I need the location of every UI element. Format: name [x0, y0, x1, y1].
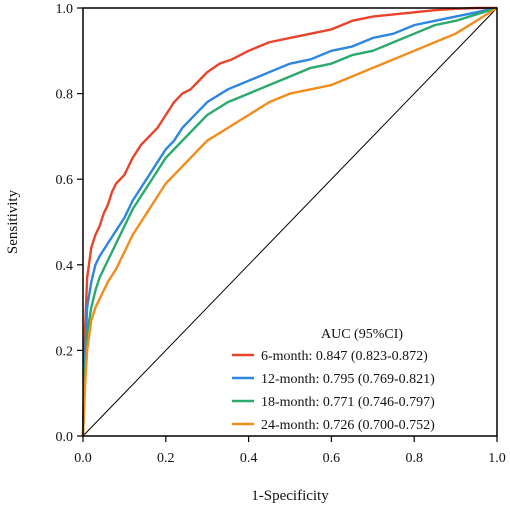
legend-title: AUC (95%CI): [321, 327, 403, 342]
x-tick-label: 0.4: [240, 451, 258, 466]
x-tick-label: 0.0: [74, 451, 92, 466]
plot-layer: [81, 6, 498, 437]
roc-series-line-1: [81, 6, 497, 437]
x-axis-label: 1-Specificity: [251, 488, 329, 504]
legend-entry-2: 12-month: 0.795 (0.769-0.821): [261, 372, 435, 387]
roc-series-line-2: [81, 6, 498, 437]
y-tick-label: 0.8: [56, 88, 74, 103]
legend-entry-4: 24-month: 0.726 (0.700-0.752): [261, 418, 435, 433]
x-tick-label: 0.6: [323, 451, 341, 466]
legend: AUC (95%CI) 6-month: 0.847 (0.823-0.872)…: [232, 327, 435, 433]
y-axis-label: Sensitivity: [5, 189, 21, 254]
y-tick-label: 1.0: [56, 2, 74, 17]
reference-diagonal-line: [82, 7, 498, 437]
roc-series-line-4: [81, 6, 498, 437]
axes-layer: 0.00.0 0.2 0.2 0.4 0.4 0.6 0.6 0.8 0.8 1.0 1.0: [56, 2, 506, 466]
y-tick-label: 0.6: [56, 173, 74, 188]
x-tick-label: 1.0: [488, 451, 506, 466]
y-tick-label: 0.4: [56, 259, 74, 274]
y-tick-label: 0.0: [56, 430, 74, 445]
legend-entry-3: 18-month: 0.771 (0.746-0.797): [261, 395, 435, 410]
y-tick-label: 0.2: [56, 344, 74, 359]
x-tick-label: 0.2: [157, 451, 175, 466]
plot-frame: [82, 7, 498, 437]
roc-series-line-3: [81, 6, 498, 437]
x-tick-label: 0.8: [405, 451, 423, 466]
legend-entry-1: 6-month: 0.847 (0.823-0.872): [261, 349, 428, 364]
